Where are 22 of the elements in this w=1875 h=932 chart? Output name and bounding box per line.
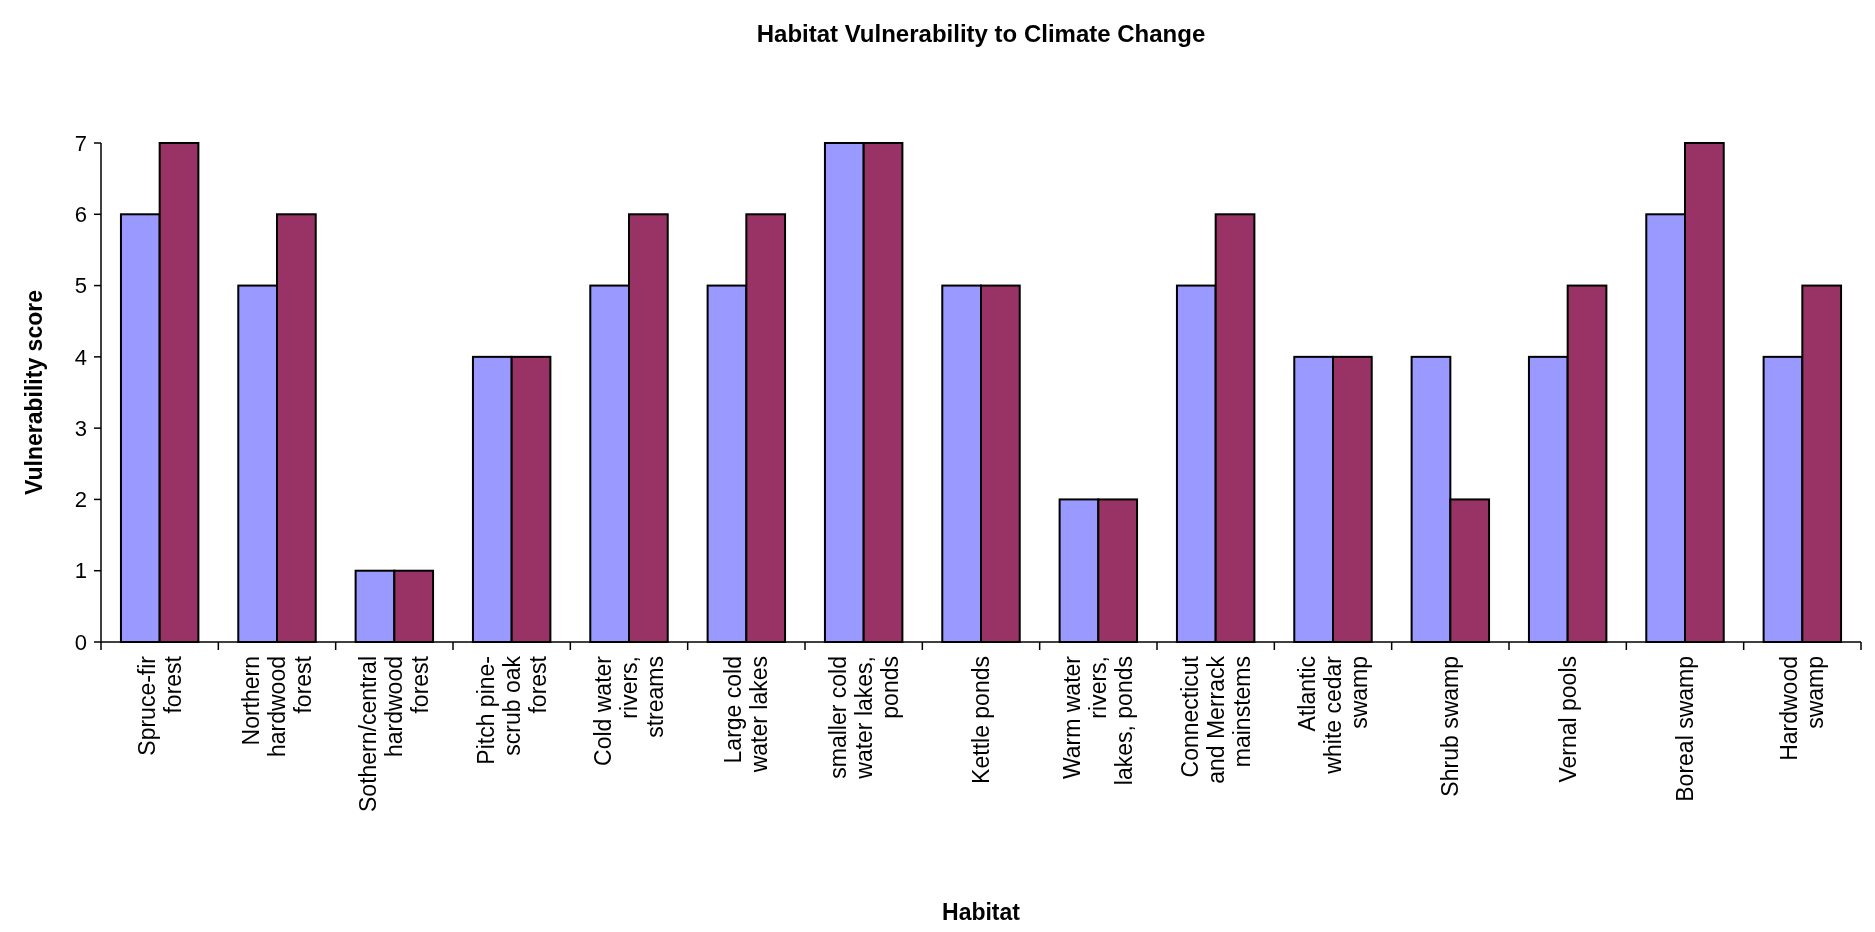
x-tick-label: smaller cold water lakes, ponds (824, 656, 903, 780)
x-tick-label: Hardwood swamp (1776, 656, 1829, 761)
x-tick-label: Pitch pine-scrub oak forest (472, 655, 551, 765)
y-tick-label: 4 (74, 344, 87, 370)
y-tick-label: 7 (74, 130, 87, 156)
chart-title: Habitat Vulnerability to Climate Change (756, 20, 1206, 47)
y-tick-label: 5 (74, 273, 87, 299)
y-tick-label: 1 (74, 558, 87, 584)
x-tick-label: Vernal pools (1554, 656, 1581, 783)
x-tick-label: Northern hardwood forest (238, 655, 317, 758)
x-tick-label: Kettle ponds (968, 656, 995, 784)
x-axis-title: Habitat (942, 899, 1021, 925)
x-tick-label: Spruce-fir forest (133, 655, 186, 756)
y-tick-label: 2 (74, 487, 87, 513)
y-tick-label: 0 (74, 629, 87, 655)
y-tick-label: 3 (74, 415, 87, 441)
x-tick-label: Boreal swamp (1672, 656, 1699, 802)
y-tick-label: 6 (74, 201, 87, 227)
x-tick-label: Warm water rivers, lakes, ponds (1059, 655, 1138, 786)
x-tick-label: Sothern/central hardwood forest (355, 655, 434, 812)
y-axis-title: Vulnerability score (21, 290, 47, 495)
x-tick-label: Shrub swamp (1437, 656, 1464, 797)
